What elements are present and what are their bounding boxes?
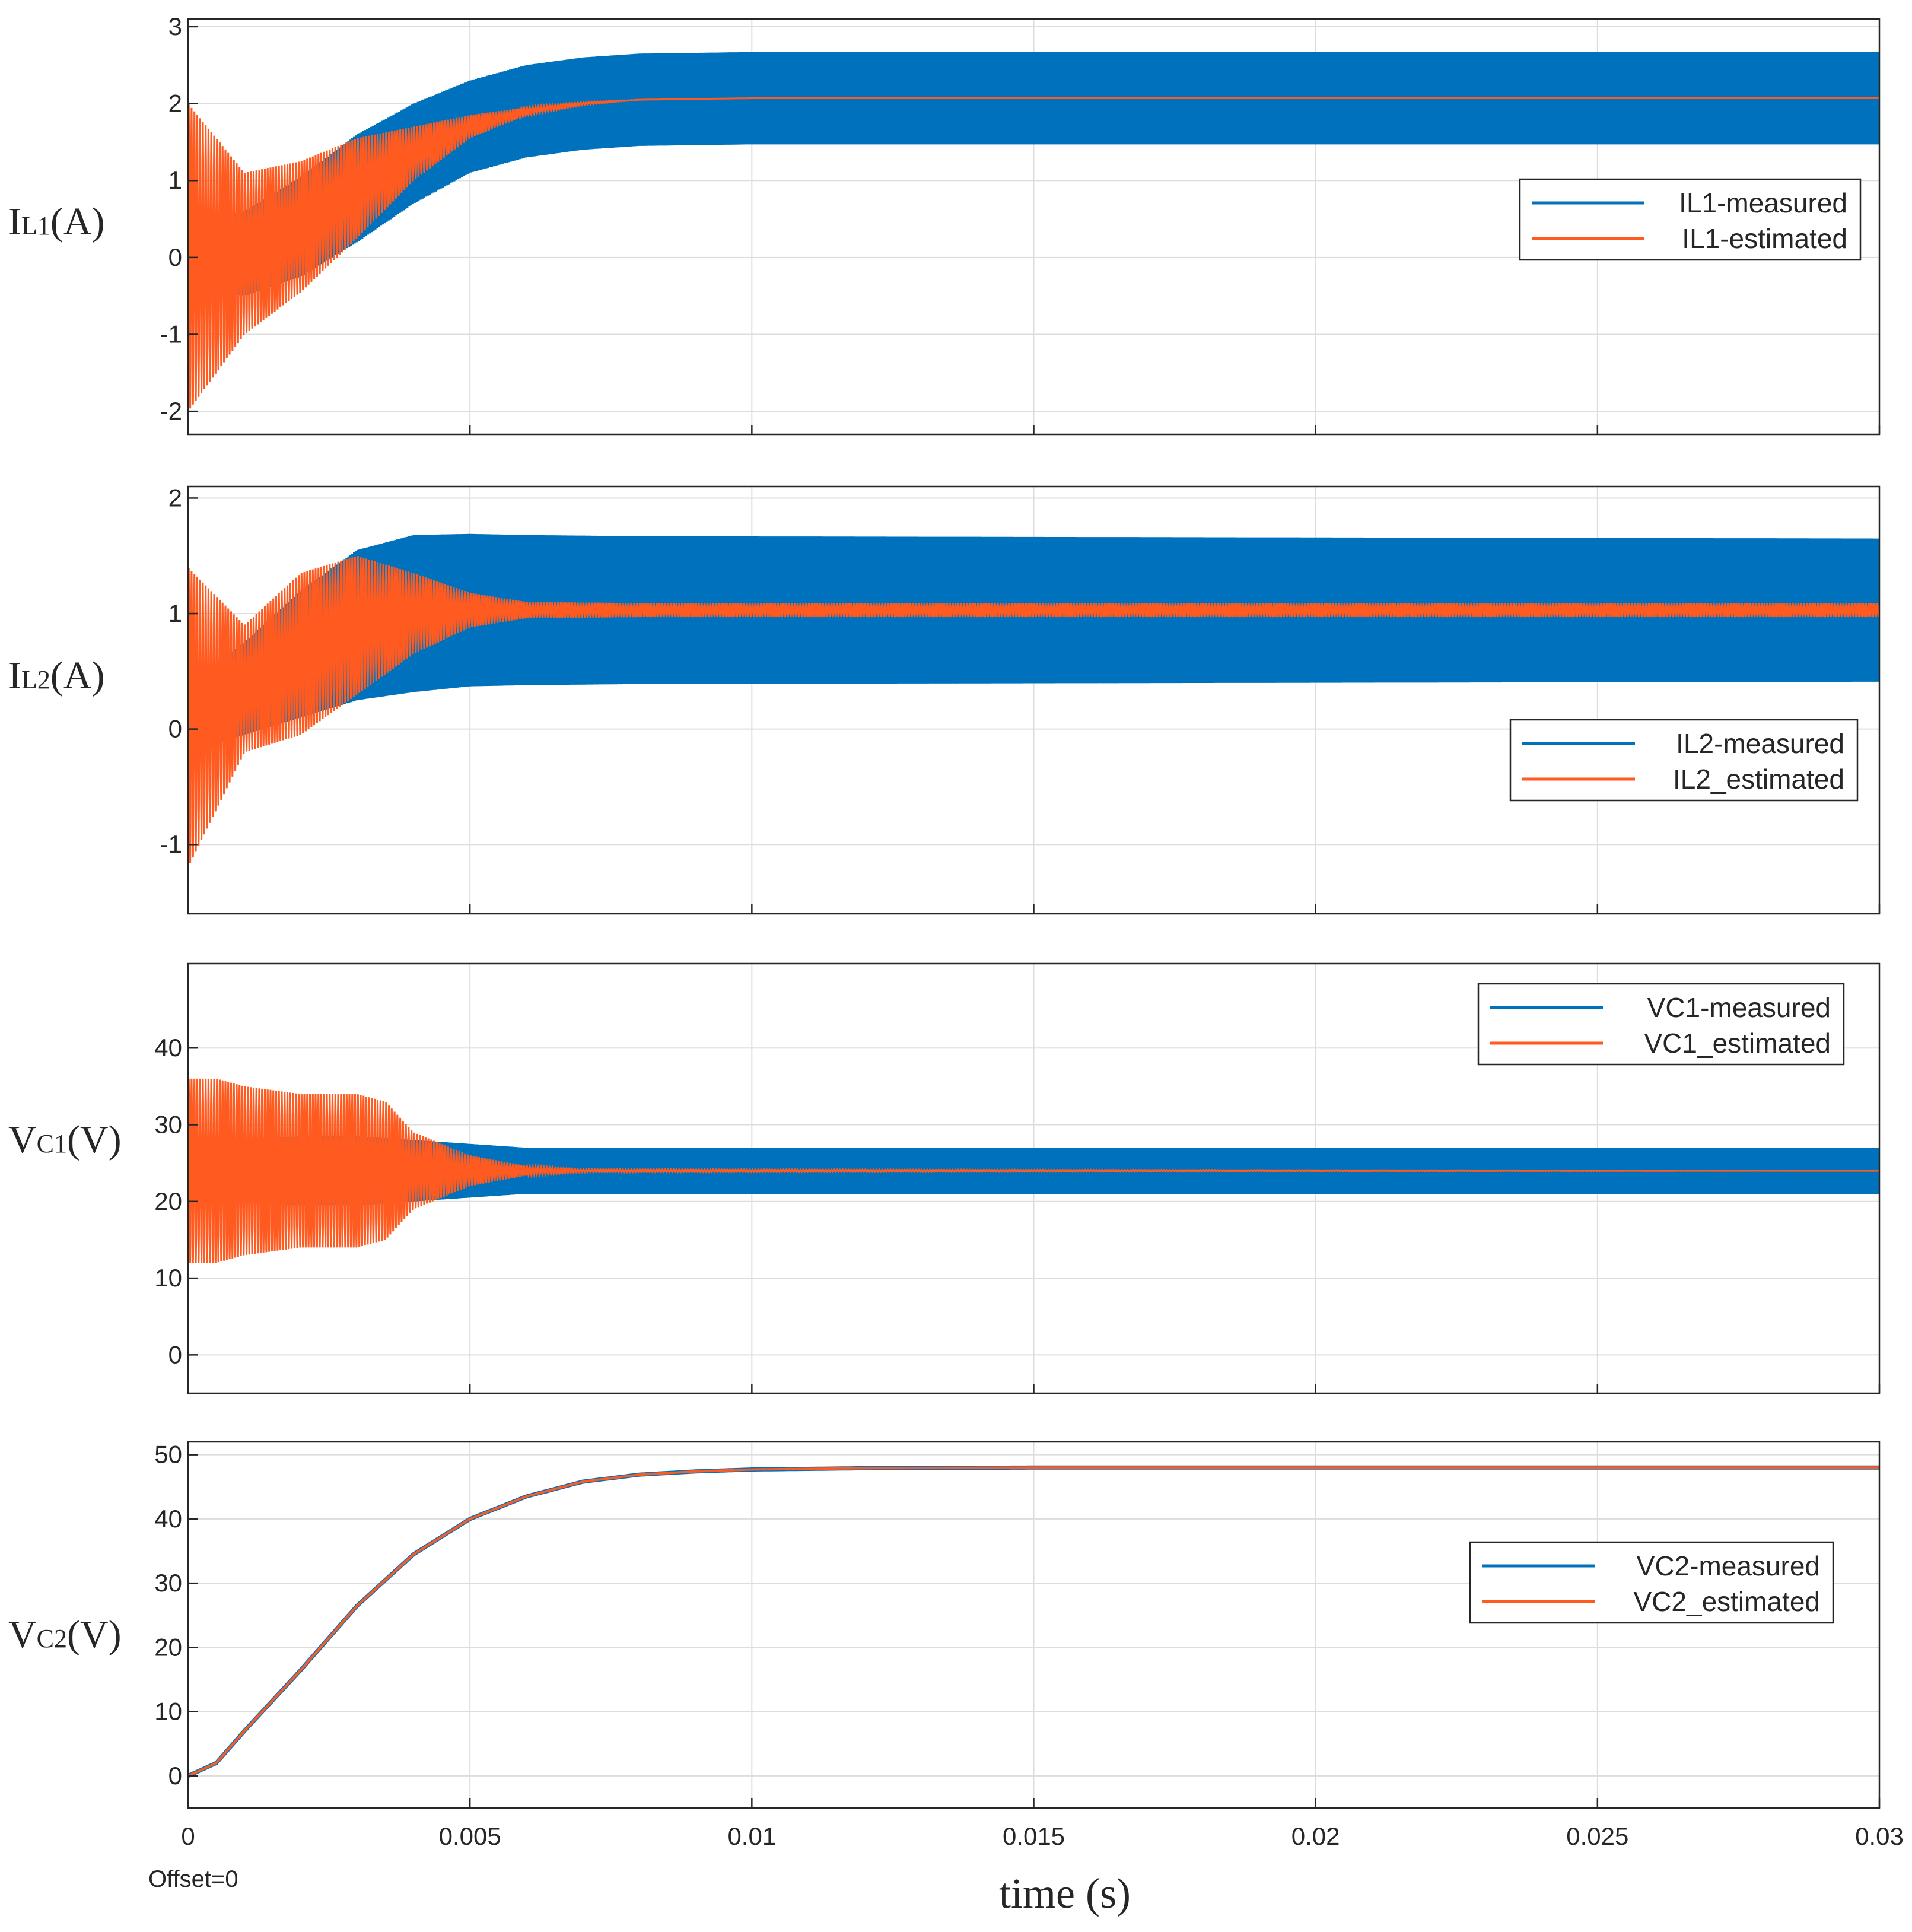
ytick-label-il2-0: -1 — [160, 830, 182, 858]
legend-vc2-measured: VC2-measured — [1637, 1550, 1820, 1581]
series-group-vc2 — [188, 1465, 1879, 1778]
ytick-label-il1-3: 1 — [168, 166, 182, 194]
series-group-il2 — [188, 533, 1879, 863]
legend-il2-estimated: IL2_estimated — [1673, 764, 1844, 795]
ytick-label-il1-2: 0 — [168, 243, 182, 271]
ytick-label-vc2-2: 20 — [154, 1633, 182, 1661]
xtick-label-vc2-5: 0.025 — [1566, 1822, 1628, 1850]
ylabel-vc1: VC1(V) — [8, 1118, 122, 1161]
ytick-label-il1-4: 2 — [168, 90, 182, 117]
ytick-label-vc2-1: 10 — [154, 1698, 182, 1726]
plot-il1: -2 -1 0 1 2 3 IL1-measured IL1-estimated — [160, 12, 1881, 436]
xtick-label-vc2-6: 0.03 — [1855, 1822, 1904, 1850]
ytick-label-vc2-3: 30 — [154, 1569, 182, 1597]
ytick-label-il1-5: 3 — [168, 12, 182, 40]
legend-il1: IL1-measured IL1-estimated — [1519, 178, 1862, 261]
legend-il2: IL2-measured IL2_estimated — [1509, 719, 1859, 802]
series-group-vc1 — [188, 1078, 1879, 1263]
ylabel-vc2: VC2(V) — [8, 1613, 122, 1656]
legend-vc1-measured: VC1-measured — [1647, 992, 1831, 1023]
ytick-label-vc2-5: 50 — [154, 1441, 182, 1469]
ytick-label-vc1-0: 0 — [168, 1340, 182, 1368]
legend-il1-measured: IL1-measured — [1679, 188, 1847, 218]
ytick-label-vc1-3: 30 — [154, 1111, 182, 1139]
legend-box-vc2 — [1469, 1541, 1834, 1624]
legend-il2-measured: IL2-measured — [1676, 728, 1844, 759]
ytick-label-il2-1: 0 — [168, 715, 182, 743]
plot-il2: -1 0 1 2 IL2-measured IL2_estimated — [160, 484, 1881, 915]
plot-vc2: 0 10 20 30 40 50 0 0.005 0.01 0.015 0.02 0.025 0.03 V… — [154, 1441, 1904, 1850]
legend-vc1: VC1-measured VC1_estimated — [1477, 983, 1845, 1066]
ytick-label-il2-3: 2 — [168, 484, 182, 511]
legend-vc2: VC2-measured VC2_estimated — [1469, 1541, 1834, 1624]
ytick-label-vc1-1: 10 — [154, 1264, 182, 1292]
xtick-label-vc2-2: 0.01 — [727, 1822, 776, 1850]
panel-vc1: VC1(V) 0 10 20 30 40 VC1-measured VC1_estimate… — [8, 962, 1881, 1394]
ylabel-il1: IL1(A) — [8, 200, 105, 243]
legend-vc1-estimated: VC1_estimated — [1644, 1028, 1831, 1059]
x-axis-label: time (s) — [999, 1870, 1131, 1917]
ytick-label-vc1-2: 20 — [154, 1187, 182, 1215]
series-vc1-estimated — [188, 1078, 1879, 1263]
series-il2-estimated — [188, 556, 1879, 863]
xtick-label-vc2-4: 0.02 — [1291, 1822, 1340, 1850]
ytick-label-vc2-0: 0 — [168, 1762, 182, 1790]
panel-il2: IL2(A) -1 0 1 2 IL2-measured IL2_estimated — [8, 484, 1881, 915]
offset-label: Offset=0 — [148, 1866, 238, 1892]
legend-box-il1 — [1519, 178, 1862, 261]
xtick-label-vc2-3: 0.015 — [1003, 1822, 1065, 1850]
legend-box-vc1 — [1477, 983, 1845, 1066]
panel-vc2: VC2(V) 0 10 20 30 40 50 0 0.005 0.01 0.015 0.02 0.0… — [8, 1441, 1904, 1850]
ytick-label-il1-1: -1 — [160, 320, 182, 348]
ytick-label-vc1-4: 40 — [154, 1034, 182, 1062]
xtick-label-vc2-1: 0.005 — [439, 1822, 501, 1850]
legend-vc2-estimated: VC2_estimated — [1634, 1586, 1821, 1617]
series-group-il1 — [188, 52, 1879, 409]
legend-box-il2 — [1509, 719, 1859, 802]
legend-il1-estimated: IL1-estimated — [1682, 223, 1847, 254]
plot-vc1: 0 10 20 30 40 VC1-measured VC1_estimated — [154, 962, 1881, 1394]
ytick-label-vc2-4: 40 — [154, 1505, 182, 1533]
series-vc2-estimated — [188, 1466, 1879, 1777]
series-il1-estimated — [188, 97, 1879, 409]
ytick-label-il2-2: 1 — [168, 599, 182, 627]
xtick-label-vc2-0: 0 — [181, 1822, 195, 1850]
ylabel-il2: IL2(A) — [8, 654, 105, 697]
panel-il1: IL1(A) -2 -1 0 1 2 3 IL1-measured IL1-estimated — [8, 12, 1881, 436]
ytick-label-il1-0: -2 — [160, 397, 182, 425]
